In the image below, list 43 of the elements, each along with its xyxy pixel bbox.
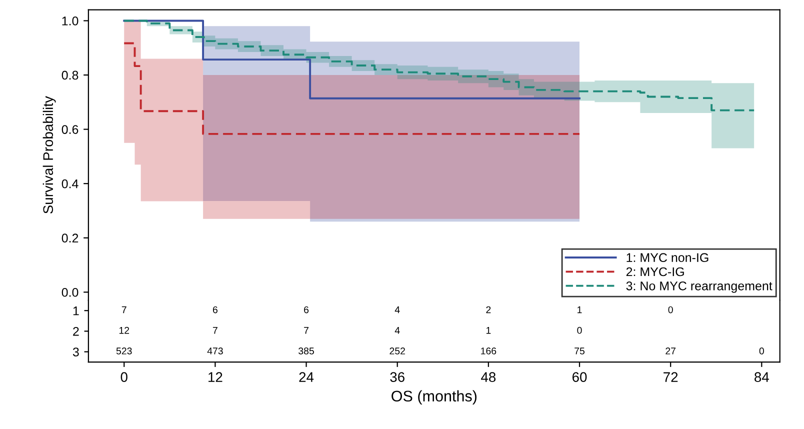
x-tick-label: 36: [390, 372, 404, 382]
data-label: 0: [759, 348, 764, 354]
y-tick-label: 2: [73, 326, 79, 336]
x-tick-label: 60: [572, 372, 587, 382]
data-label: 0: [577, 326, 582, 334]
data-label: 1: [486, 327, 491, 334]
x-tick-label: 0: [120, 372, 128, 382]
y-tick-label: 1: [73, 306, 79, 316]
y-tick-label: 0.4: [62, 179, 78, 188]
data-label: 252: [390, 348, 405, 354]
data-label: 385: [298, 348, 314, 354]
data-label: 7: [122, 306, 126, 314]
data-label: 523: [116, 348, 132, 354]
data-label: 166: [481, 348, 496, 354]
data-label: 7: [304, 327, 308, 334]
y-tick-label: 0.6: [62, 125, 78, 134]
x-tick-label: 24: [299, 372, 314, 382]
data-label: 12: [119, 326, 130, 334]
y-tick-label: 0.0: [62, 288, 78, 297]
x-tick-label: 48: [481, 372, 496, 382]
legend-label: 1: MYC non-IG: [626, 253, 708, 262]
y-tick-label: 3: [72, 348, 79, 356]
data-label: 4: [394, 306, 400, 314]
data-label: 6: [304, 306, 309, 314]
x-tick-label: 12: [208, 372, 222, 382]
y-tick-label: 1.0: [62, 16, 78, 26]
data-label: 7: [212, 327, 218, 334]
x-tick-label: 72: [664, 372, 678, 382]
data-label: 4: [394, 327, 400, 334]
y-tick-label: 0.2: [62, 234, 78, 243]
x-axis-title: OS (months): [392, 390, 477, 405]
y-tick-label: 0.8: [62, 70, 78, 80]
data-label: 6: [212, 306, 218, 314]
y-axis-title: Survival Probability: [42, 96, 56, 214]
data-label: 473: [207, 348, 223, 354]
x-tick-label: 84: [754, 372, 769, 382]
legend-label: 3: No MYC rearrangement: [626, 281, 772, 293]
data-label: 27: [666, 348, 676, 354]
data-label: 0: [668, 306, 673, 314]
data-label: 1: [578, 306, 582, 314]
legend-label: 2: MYC-IG: [626, 267, 684, 276]
data-label: 2: [486, 306, 491, 314]
data-label: 75: [574, 348, 585, 354]
